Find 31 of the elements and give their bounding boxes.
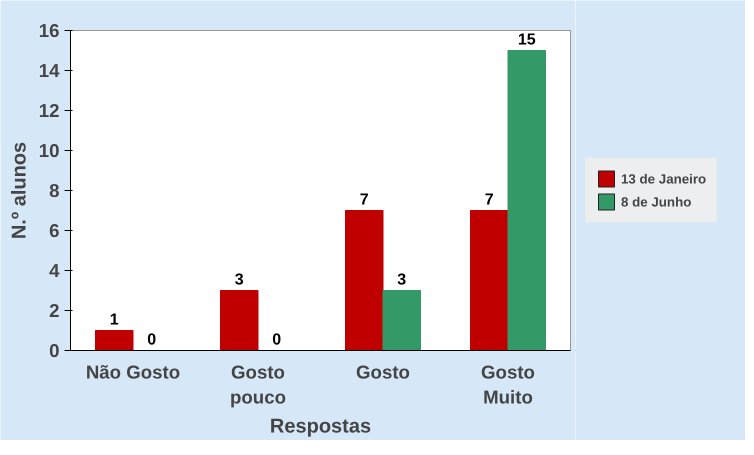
bar (220, 290, 258, 350)
x-tick-label: Gosto Muito (481, 362, 535, 408)
bar (470, 210, 508, 350)
bar (508, 50, 546, 350)
y-tick-label: 0 (49, 340, 60, 361)
data-label: 7 (360, 192, 369, 208)
data-label: 3 (234, 272, 244, 288)
y-tick-label: 10 (38, 140, 60, 161)
x-tick-label: Gosto pouco (230, 362, 286, 408)
y-tick-label: 2 (49, 300, 60, 321)
legend-label: 8 de Junho (621, 194, 692, 209)
y-tick-label: 12 (38, 100, 60, 121)
data-label: 15 (518, 32, 536, 48)
y-axis-title: N.º alunos (8, 142, 31, 240)
x-tick-label: Não Gosto (86, 362, 180, 382)
y-tick-label: 14 (38, 60, 60, 81)
data-label: 1 (110, 312, 119, 328)
bar (345, 210, 384, 350)
data-label: 3 (397, 272, 406, 288)
y-tick-label: 16 (38, 20, 60, 41)
y-tick-label: 6 (49, 220, 60, 241)
x-axis-title: Respostas (270, 416, 372, 438)
bar (95, 330, 134, 350)
y-tick-label: 8 (49, 180, 60, 201)
bar (382, 290, 421, 350)
legend-label: 13 de Janeiro (621, 171, 706, 186)
data-label: 0 (272, 332, 282, 348)
data-label: 7 (484, 192, 494, 208)
data-label: 0 (147, 332, 156, 348)
y-tick-label: 4 (49, 260, 60, 281)
x-tick-label: Gosto (356, 362, 410, 382)
